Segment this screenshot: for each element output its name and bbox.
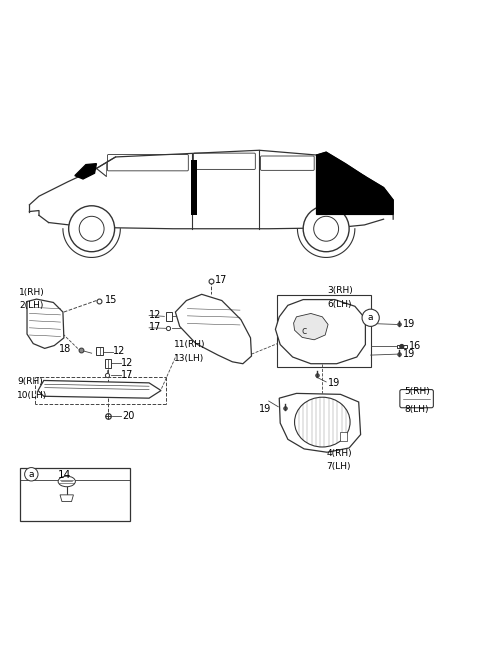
Text: 14: 14 <box>58 470 72 480</box>
Text: 11(RH): 11(RH) <box>174 340 205 349</box>
Text: c: c <box>302 326 307 336</box>
Text: 12: 12 <box>113 346 126 356</box>
Polygon shape <box>75 163 96 179</box>
Text: 10(LH): 10(LH) <box>17 391 48 399</box>
FancyBboxPatch shape <box>400 389 433 408</box>
Polygon shape <box>294 314 328 340</box>
Bar <box>20 468 130 521</box>
Circle shape <box>400 344 404 348</box>
Text: 19: 19 <box>403 318 415 328</box>
Text: 19: 19 <box>328 378 340 388</box>
Polygon shape <box>276 299 365 364</box>
Text: 15: 15 <box>105 295 118 305</box>
Text: 7(LH): 7(LH) <box>326 462 351 471</box>
Bar <box>191 160 197 215</box>
Polygon shape <box>27 299 64 348</box>
Text: 2(LH): 2(LH) <box>19 302 43 310</box>
Polygon shape <box>317 152 393 214</box>
Text: 17: 17 <box>121 370 133 380</box>
Text: 3(RH): 3(RH) <box>327 286 353 295</box>
Polygon shape <box>279 393 360 452</box>
Text: 13(LH): 13(LH) <box>174 354 204 363</box>
Bar <box>105 359 111 368</box>
Bar <box>166 312 172 321</box>
Circle shape <box>69 206 115 252</box>
Text: 4(RH): 4(RH) <box>326 448 352 458</box>
Text: 6(LH): 6(LH) <box>327 299 352 309</box>
Ellipse shape <box>58 476 75 486</box>
Polygon shape <box>38 381 161 398</box>
FancyBboxPatch shape <box>261 156 314 170</box>
Ellipse shape <box>295 397 350 447</box>
Circle shape <box>79 216 104 241</box>
Text: 18: 18 <box>59 344 72 354</box>
Bar <box>339 431 347 442</box>
Polygon shape <box>60 495 73 502</box>
FancyBboxPatch shape <box>193 153 255 170</box>
Circle shape <box>24 468 38 481</box>
Text: 8(LH): 8(LH) <box>404 405 429 414</box>
Text: 20: 20 <box>122 411 134 421</box>
Text: a: a <box>368 314 373 322</box>
Circle shape <box>362 309 379 326</box>
Bar <box>277 295 371 366</box>
Text: 17: 17 <box>215 275 228 285</box>
Text: 16: 16 <box>408 341 421 351</box>
Text: 5(RH): 5(RH) <box>404 387 430 396</box>
Text: 12: 12 <box>121 358 133 368</box>
Text: 17: 17 <box>149 322 161 332</box>
Text: 9(RH): 9(RH) <box>17 377 43 386</box>
Text: 12: 12 <box>149 310 161 320</box>
Text: a: a <box>29 470 34 479</box>
FancyBboxPatch shape <box>108 155 188 171</box>
Polygon shape <box>175 294 252 364</box>
Text: 19: 19 <box>259 404 271 414</box>
Circle shape <box>314 216 338 241</box>
Bar <box>96 348 103 355</box>
Circle shape <box>303 206 349 252</box>
Polygon shape <box>397 344 407 348</box>
Text: 1(RH): 1(RH) <box>19 287 45 297</box>
Text: 19: 19 <box>403 348 415 358</box>
